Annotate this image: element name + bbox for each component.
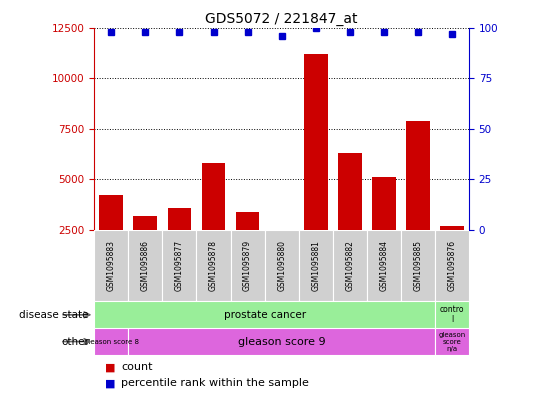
Bar [265, 230, 299, 301]
Text: gleason
score
n/a: gleason score n/a [438, 332, 466, 351]
Text: GSM1095876: GSM1095876 [447, 240, 457, 291]
Title: GDS5072 / 221847_at: GDS5072 / 221847_at [205, 13, 358, 26]
Text: other: other [61, 336, 89, 347]
Text: GSM1095883: GSM1095883 [107, 240, 116, 291]
Text: contro
l: contro l [440, 305, 464, 325]
Text: gleason score 8: gleason score 8 [84, 338, 139, 345]
Bar [435, 301, 469, 328]
Bar [333, 230, 367, 301]
Text: disease state: disease state [19, 310, 89, 320]
Bar [128, 328, 435, 355]
Bar [99, 195, 123, 281]
Text: ■: ■ [105, 362, 115, 373]
Bar [270, 232, 294, 281]
Text: gleason score 9: gleason score 9 [238, 336, 326, 347]
Bar [168, 208, 191, 281]
Bar [372, 177, 396, 281]
Bar [406, 121, 430, 281]
Bar [304, 54, 328, 281]
Bar [202, 163, 225, 281]
Text: GSM1095884: GSM1095884 [379, 240, 388, 291]
Bar [94, 328, 128, 355]
Bar [440, 226, 464, 281]
Bar [197, 230, 231, 301]
Text: GSM1095882: GSM1095882 [345, 240, 354, 291]
Text: GSM1095879: GSM1095879 [243, 240, 252, 291]
Bar [128, 230, 162, 301]
Bar [367, 230, 401, 301]
Text: GSM1095880: GSM1095880 [277, 240, 286, 291]
Text: GSM1095886: GSM1095886 [141, 240, 150, 291]
Text: prostate cancer: prostate cancer [224, 310, 306, 320]
Text: percentile rank within the sample: percentile rank within the sample [121, 378, 309, 388]
Text: GSM1095885: GSM1095885 [413, 240, 423, 291]
Bar [162, 230, 197, 301]
Text: ■: ■ [105, 378, 115, 388]
Bar [299, 230, 333, 301]
Text: GSM1095877: GSM1095877 [175, 240, 184, 291]
Bar [338, 153, 362, 281]
Bar [401, 230, 435, 301]
Bar [134, 216, 157, 281]
Bar [435, 328, 469, 355]
Text: GSM1095878: GSM1095878 [209, 240, 218, 291]
Bar [236, 212, 259, 281]
Bar [231, 230, 265, 301]
Text: GSM1095881: GSM1095881 [311, 240, 320, 291]
Bar [435, 230, 469, 301]
Bar [94, 230, 128, 301]
Text: count: count [121, 362, 153, 373]
